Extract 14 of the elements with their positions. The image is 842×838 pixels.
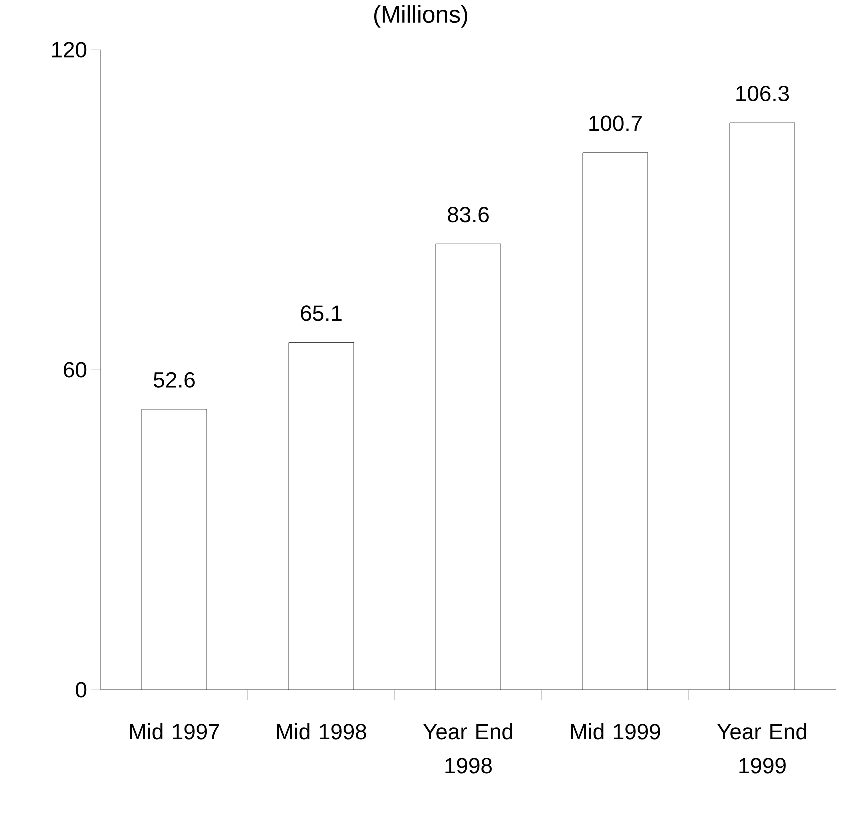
chart-title: (Millions): [374, 6, 468, 28]
y-tick-label: 60: [64, 362, 87, 378]
data-label: 65.1: [301, 306, 342, 322]
data-label: 83.6: [448, 207, 489, 223]
x-tick-label: Year End 1999: [718, 724, 807, 774]
x-tick-label: Year End 1998: [424, 724, 513, 774]
y-tick-label: 120: [52, 42, 87, 58]
y-tick-label: 0: [76, 682, 87, 698]
x-tick-label: Mid 1997: [130, 724, 220, 740]
x-tick-label: Mid 1998: [277, 724, 366, 740]
x-tick-label: Mid 1999: [571, 724, 660, 740]
data-label: 106.3: [736, 86, 790, 102]
data-label: 100.7: [590, 116, 642, 132]
data-label: 52.6: [154, 372, 195, 388]
